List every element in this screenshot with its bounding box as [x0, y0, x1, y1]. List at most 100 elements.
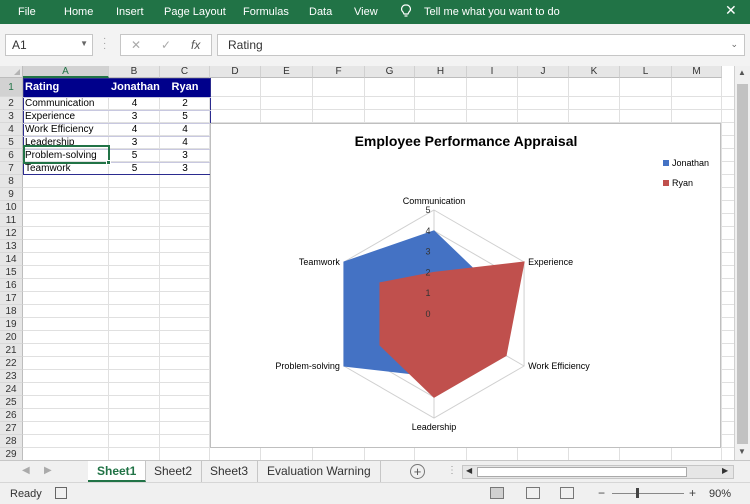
table-header-cell[interactable]: Ryan: [160, 78, 210, 97]
table-header-cell[interactable]: Jonathan: [109, 78, 160, 97]
column-header-e[interactable]: E: [261, 66, 313, 78]
table-cell[interactable]: Communication: [25, 98, 95, 109]
row-header-7[interactable]: 7: [0, 162, 23, 175]
vertical-scrollbar[interactable]: ▲ ▼: [734, 66, 750, 460]
scroll-right-icon[interactable]: ▶: [722, 466, 729, 475]
row-header-26[interactable]: 26: [0, 409, 23, 422]
ribbon-tab-page-layout[interactable]: Page Layout: [164, 6, 226, 18]
row-header-24[interactable]: 24: [0, 383, 23, 396]
page-break-view-icon[interactable]: [560, 487, 574, 499]
scroll-up-icon[interactable]: ▲: [738, 68, 746, 77]
row-header-9[interactable]: 9: [0, 188, 23, 201]
drag-handle-icon[interactable]: · · ·: [103, 33, 107, 54]
table-header-cell[interactable]: Rating: [23, 78, 109, 97]
ribbon-tab-data[interactable]: Data: [309, 6, 333, 18]
table-cell[interactable]: 3: [182, 163, 188, 174]
scroll-down-icon[interactable]: ▼: [738, 447, 746, 456]
table-cell[interactable]: 4: [182, 124, 188, 135]
column-header-g[interactable]: G: [365, 66, 415, 78]
horizontal-scrollbar[interactable]: ◀ ▶: [462, 465, 734, 479]
row-header-11[interactable]: 11: [0, 214, 23, 227]
column-header-b[interactable]: B: [109, 66, 160, 78]
ribbon-tab-view[interactable]: View: [354, 6, 378, 18]
column-header-i[interactable]: I: [467, 66, 518, 78]
horizontal-scroll-thumb[interactable]: [477, 467, 687, 477]
expand-formula-icon[interactable]: ⌄: [730, 39, 738, 49]
table-cell[interactable]: Problem-solving: [25, 150, 97, 161]
table-cell[interactable]: 4: [182, 137, 188, 148]
column-header-f[interactable]: F: [313, 66, 365, 78]
zoom-slider-knob[interactable]: [636, 488, 639, 498]
fill-handle[interactable]: [106, 160, 111, 165]
radar-chart[interactable]: Employee Performance Appraisal 0 1 2 3 4 5 Comm…: [210, 123, 721, 448]
ribbon-tab-formulas[interactable]: Formulas: [243, 6, 289, 18]
next-sheet-icon[interactable]: ▶: [44, 465, 52, 476]
row-header-19[interactable]: 19: [0, 318, 23, 331]
formula-input[interactable]: Rating ⌄: [217, 34, 745, 56]
row-header-12[interactable]: 12: [0, 227, 23, 240]
row-header-15[interactable]: 15: [0, 266, 23, 279]
table-cell[interactable]: 5: [131, 150, 138, 161]
page-layout-view-icon[interactable]: [526, 487, 540, 499]
sheet-tab-evaluation-warning[interactable]: Evaluation Warning: [258, 461, 381, 482]
row-header-25[interactable]: 25: [0, 396, 23, 409]
column-header-h[interactable]: H: [415, 66, 467, 78]
scroll-left-icon[interactable]: ◀: [466, 466, 473, 475]
table-cell[interactable]: Leadership: [25, 137, 75, 148]
table-cell[interactable]: 3: [131, 111, 138, 122]
enter-icon[interactable]: ✓: [161, 38, 172, 52]
row-header-29[interactable]: 29: [0, 448, 23, 460]
insert-function-icon[interactable]: fx: [191, 38, 201, 52]
prev-sheet-icon[interactable]: ◀: [22, 465, 30, 476]
chevron-down-icon[interactable]: ▼: [80, 39, 88, 48]
table-cell[interactable]: 4: [131, 124, 138, 135]
zoom-level[interactable]: 90%: [709, 488, 732, 500]
table-cell[interactable]: 3: [131, 137, 138, 148]
row-header-22[interactable]: 22: [0, 357, 23, 370]
close-icon[interactable]: ✕: [725, 2, 737, 18]
table-cell[interactable]: Experience: [25, 111, 76, 122]
column-header-l[interactable]: L: [620, 66, 672, 78]
row-header-10[interactable]: 10: [0, 201, 23, 214]
row-header-23[interactable]: 23: [0, 370, 23, 383]
normal-view-icon[interactable]: [490, 487, 504, 499]
ribbon-tab-file[interactable]: File: [18, 6, 36, 18]
table-cell[interactable]: Work Efficiency: [25, 124, 94, 135]
column-header-d[interactable]: D: [210, 66, 261, 78]
row-header-14[interactable]: 14: [0, 253, 23, 266]
table-cell[interactable]: 5: [182, 111, 188, 122]
column-header-m[interactable]: M: [672, 66, 722, 78]
sheet-tab-sheet1[interactable]: Sheet1: [88, 461, 147, 482]
row-header-20[interactable]: 20: [0, 331, 23, 344]
zoom-out-button[interactable]: −: [598, 486, 606, 500]
row-header-3[interactable]: 3: [0, 110, 23, 123]
select-all-corner[interactable]: [0, 66, 23, 78]
row-header-21[interactable]: 21: [0, 344, 23, 357]
row-header-13[interactable]: 13: [0, 240, 23, 253]
zoom-in-button[interactable]: +: [689, 486, 697, 500]
tell-me-search[interactable]: Tell me what you want to do: [424, 6, 560, 18]
column-header-c[interactable]: C: [160, 66, 210, 78]
row-header-18[interactable]: 18: [0, 305, 23, 318]
ribbon-tab-home[interactable]: Home: [64, 6, 94, 18]
tab-splitter-icon[interactable]: ⋮: [447, 465, 457, 476]
sheet-tab-sheet2[interactable]: Sheet2: [145, 461, 203, 482]
table-cell[interactable]: 5: [131, 163, 138, 174]
sheet-tab-sheet3[interactable]: Sheet3: [201, 461, 259, 482]
name-box[interactable]: A1 ▼: [5, 34, 93, 56]
column-header-j[interactable]: J: [518, 66, 569, 78]
add-sheet-button[interactable]: +: [410, 464, 425, 479]
row-header-5[interactable]: 5: [0, 136, 23, 149]
macro-record-icon[interactable]: [55, 487, 67, 499]
row-header-1[interactable]: 1: [0, 78, 23, 97]
table-cell[interactable]: 2: [182, 98, 188, 109]
table-cell[interactable]: 4: [131, 98, 138, 109]
row-header-6[interactable]: 6: [0, 149, 23, 162]
cancel-icon[interactable]: ✕: [131, 38, 142, 52]
row-header-4[interactable]: 4: [0, 123, 23, 136]
table-cell[interactable]: 3: [182, 150, 188, 161]
table-cell[interactable]: Teamwork: [25, 163, 71, 174]
row-header-27[interactable]: 27: [0, 422, 23, 435]
row-header-16[interactable]: 16: [0, 279, 23, 292]
row-header-8[interactable]: 8: [0, 175, 23, 188]
